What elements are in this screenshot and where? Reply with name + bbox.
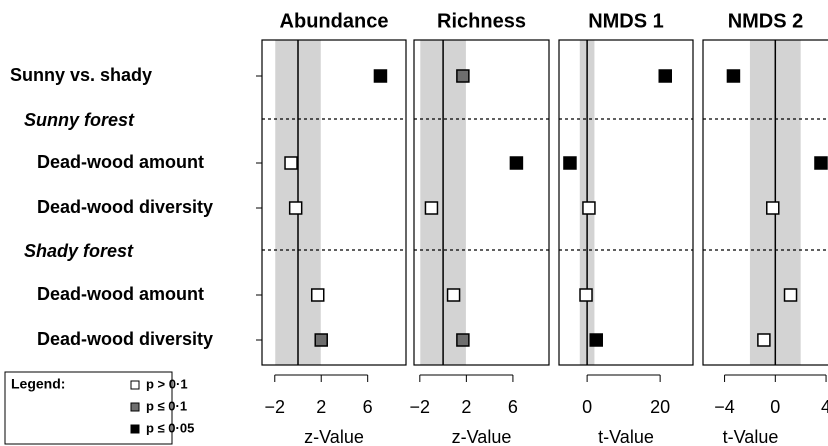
- point: [579, 288, 593, 302]
- legend-label: p ≤ 0·1: [146, 398, 187, 413]
- row-label: Sunny vs. shady: [10, 65, 152, 85]
- panel-frame: [702, 39, 828, 366]
- x-tick-label: 0: [770, 397, 780, 417]
- point: [284, 156, 298, 170]
- point: [310, 288, 325, 302]
- x-axis-label: t-Value: [598, 427, 654, 446]
- point: [456, 333, 470, 347]
- legend-label: p > 0·1: [146, 376, 188, 391]
- point: [783, 288, 798, 302]
- point: [288, 201, 303, 215]
- panel-title: Richness: [437, 10, 526, 32]
- legend-box: [4, 371, 173, 445]
- legend-swatch: [130, 402, 140, 412]
- point: [726, 69, 741, 83]
- point: [757, 333, 771, 347]
- legend-swatch: [130, 424, 140, 434]
- point: [589, 333, 603, 347]
- point: [446, 288, 461, 302]
- panel-frame: [413, 39, 550, 366]
- point: [814, 156, 828, 170]
- x-tick-label: 2: [316, 397, 326, 417]
- legend-swatch: [130, 380, 140, 390]
- row-label: Dead-wood diversity: [37, 329, 213, 349]
- row-label: Dead-wood amount: [37, 152, 204, 172]
- panel-title: Abundance: [280, 10, 389, 32]
- x-tick-label: 20: [650, 397, 670, 417]
- point: [766, 201, 780, 215]
- panel-title: NMDS 1: [588, 10, 664, 32]
- point: [456, 69, 470, 83]
- x-tick-label: 6: [508, 397, 518, 417]
- section-label: Sunny forest: [24, 110, 135, 130]
- row-label: Dead-wood amount: [37, 284, 204, 304]
- point: [314, 333, 328, 347]
- point: [424, 201, 439, 215]
- point: [582, 201, 596, 215]
- point: [509, 156, 524, 170]
- point: [373, 69, 388, 83]
- x-tick-label: 0: [582, 397, 592, 417]
- point: [563, 156, 577, 170]
- x-axis-label: z-Value: [452, 427, 512, 446]
- x-tick-label: −4: [714, 397, 735, 417]
- legend-label: p ≤ 0·05: [146, 420, 194, 435]
- x-axis-label: z-Value: [304, 427, 364, 446]
- panel-title: NMDS 2: [728, 10, 804, 32]
- section-label: Shady forest: [24, 241, 134, 261]
- x-tick-label: 2: [461, 397, 471, 417]
- x-axis-label: t-Value: [723, 427, 779, 446]
- panel-frame: [558, 39, 694, 366]
- x-tick-label: 6: [363, 397, 373, 417]
- legend-title: Legend:: [11, 376, 65, 392]
- row-label: Dead-wood diversity: [37, 197, 213, 217]
- x-tick-label: −2: [410, 397, 431, 417]
- point: [658, 69, 673, 83]
- x-tick-label: 4: [821, 397, 828, 417]
- panel-frame: [261, 39, 407, 366]
- x-tick-label: −2: [265, 397, 286, 417]
